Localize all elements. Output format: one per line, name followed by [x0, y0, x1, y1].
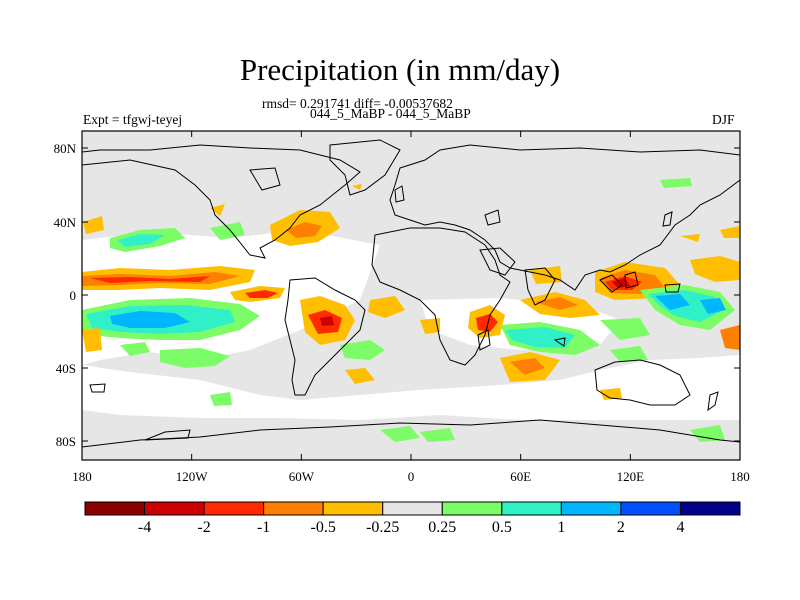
colorbar: -4 -2 -1 -0.5 -0.25 0.25 0.5 1 2 4	[84, 501, 741, 536]
north-america-coast	[82, 144, 361, 259]
southern-patches	[210, 388, 725, 442]
colorbar-label: -0.5	[311, 519, 336, 536]
colorbar-label: 4	[676, 519, 684, 536]
models-line: 044_5_MaBP - 044_5_MaBP	[310, 106, 471, 121]
australia-coast	[594, 359, 691, 406]
lat-tick-label: 40S	[56, 361, 76, 376]
greenland-coast	[329, 139, 401, 196]
antarctica-coast	[82, 419, 740, 448]
indonesia-coast	[599, 274, 623, 293]
tropical-pacific-band	[82, 266, 285, 302]
stats-line: rmsd= 0.291741 diff= -0.00537682	[262, 96, 453, 111]
borneo-coast	[624, 271, 639, 289]
colorbar-label: -4	[138, 519, 151, 536]
eurasia-coast	[389, 144, 740, 291]
precip-anomaly-fields	[82, 178, 740, 442]
colorbar-swatch	[84, 501, 146, 516]
colorbar-swatch	[620, 501, 681, 516]
lon-tick-label: 60E	[510, 469, 531, 484]
plot-title: Precipitation (in mm/day)	[239, 52, 561, 87]
season-label: DJF	[712, 112, 735, 127]
longitude-axis: 180 120W 60W 0 60E 120E 180	[72, 131, 750, 484]
colorbar-label: 0.5	[492, 519, 512, 536]
colorbar-label: 2	[617, 519, 625, 536]
colorbar-swatch	[203, 501, 265, 516]
madagascar-coast	[477, 329, 491, 351]
west-pacific-patches	[595, 178, 740, 362]
africa-coast	[371, 227, 511, 366]
experiment-label: Expt = tfgwj-teyej	[83, 112, 183, 127]
new-zealand-coast	[707, 391, 719, 412]
hudson-bay-coast	[249, 167, 281, 191]
colorbar-label: -0.25	[366, 519, 399, 536]
colorbar-swatch	[263, 501, 324, 516]
lon-tick-label: 120W	[176, 469, 209, 484]
lon-tick-label: 120E	[617, 469, 645, 484]
island-coast	[553, 337, 566, 347]
colorbar-label: -1	[257, 519, 270, 536]
coastlines	[82, 139, 740, 448]
lat-tick-label: 40N	[54, 215, 77, 230]
colorbar-swatch	[441, 501, 503, 516]
lon-tick-label: 180	[730, 469, 750, 484]
south-pacific-band	[82, 298, 260, 368]
uk-coast	[394, 185, 405, 203]
colorbar-swatch	[679, 501, 741, 516]
caspian-coast	[484, 209, 501, 226]
lon-tick-label: 180	[72, 469, 92, 484]
latitude-axis: 80N 40N 0 40S 80S	[54, 141, 740, 449]
colorbar-swatch	[144, 501, 205, 516]
antarctic-peninsula-coast	[144, 429, 191, 441]
south-america-atlantic	[82, 296, 405, 384]
colorbar-label: 1	[557, 519, 565, 536]
colorbar-swatch	[560, 501, 622, 516]
north-pacific-green	[110, 222, 245, 252]
lon-tick-label: 0	[408, 469, 415, 484]
colorbar-swatch	[501, 501, 562, 516]
colorbar-label: -2	[197, 519, 210, 536]
japan-coast	[662, 211, 673, 227]
colorbar-swatch	[382, 501, 443, 516]
north-atlantic-patches	[83, 184, 362, 246]
lat-tick-label: 80S	[56, 434, 76, 449]
colorbar-label: 0.25	[428, 519, 456, 536]
lon-tick-label: 60W	[289, 469, 315, 484]
india-coast	[524, 267, 556, 306]
island-coast	[89, 383, 106, 393]
colorbar-swatch	[322, 501, 384, 516]
south-america-coast	[284, 277, 366, 396]
arabia-coast	[479, 247, 516, 276]
new-guinea-coast	[664, 283, 681, 293]
lat-tick-label: 80N	[54, 141, 77, 156]
lat-tick-label: 0	[70, 288, 77, 303]
